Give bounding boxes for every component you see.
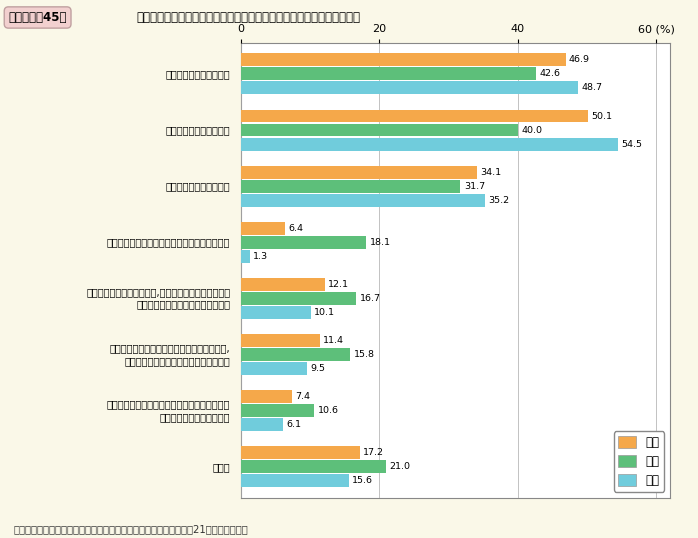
Bar: [241, 124, 518, 137]
Bar: [241, 180, 460, 193]
Bar: [241, 461, 386, 473]
Bar: [241, 404, 314, 417]
Text: 15.8: 15.8: [354, 350, 375, 359]
Bar: [241, 362, 306, 375]
Text: 自分が希望する時間の取り方のために必要なこと（性別）（複数回答）: 自分が希望する時間の取り方のために必要なこと（性別）（複数回答）: [136, 11, 360, 24]
Text: 40.0: 40.0: [521, 125, 542, 134]
Text: 50.1: 50.1: [591, 111, 612, 121]
Text: 16.7: 16.7: [360, 294, 381, 303]
Bar: [241, 138, 618, 151]
Text: 配偶者が家事・育児・介護に参加してくれれば: 配偶者が家事・育児・介護に参加してくれれば: [107, 237, 230, 247]
Text: 48.7: 48.7: [581, 83, 602, 93]
Bar: [241, 81, 578, 94]
Text: 6.4: 6.4: [288, 224, 304, 233]
Bar: [241, 236, 366, 249]
Text: 42.6: 42.6: [540, 69, 560, 79]
Text: 第１－特－45図: 第１－特－45図: [8, 11, 67, 24]
Text: 仕事の量が少なくなれば: 仕事の量が少なくなれば: [165, 125, 230, 135]
Text: 7.4: 7.4: [295, 392, 311, 401]
Bar: [241, 447, 360, 459]
Bar: [241, 334, 320, 347]
Text: 17.2: 17.2: [364, 448, 385, 457]
Bar: [241, 53, 565, 66]
Bar: [241, 348, 350, 361]
Text: 31.7: 31.7: [463, 182, 485, 190]
Bar: [241, 194, 484, 207]
Bar: [241, 67, 536, 80]
Text: 21.0: 21.0: [389, 462, 410, 471]
Text: 職場の雰囲気が変われば: 職場の雰囲気が変われば: [165, 181, 230, 191]
Text: 保育所など仕事と家事・育児・介護を両立する
ための施設が整備されれば: 保育所など仕事と家事・育児・介護を両立する ための施設が整備されれば: [107, 399, 230, 422]
Text: （備考）内閣府「男女のライフスタイルに関する意識調査」（平成21年）より作成。: （備考）内閣府「男女のライフスタイルに関する意識調査」（平成21年）より作成。: [14, 523, 248, 534]
Text: 46.9: 46.9: [569, 55, 590, 65]
Text: 54.5: 54.5: [622, 139, 643, 148]
Text: 12.1: 12.1: [328, 280, 349, 289]
Bar: [241, 222, 285, 235]
Text: 育児休業や短時間勤務など,仕事と家事・育児・介護を
両立するための制度が整備されれば: 育児休業や短時間勤務など,仕事と家事・育児・介護を 両立するための制度が整備され…: [86, 287, 230, 309]
Text: 35.2: 35.2: [488, 196, 509, 204]
Bar: [241, 475, 349, 487]
Text: 18.1: 18.1: [370, 238, 391, 247]
Text: 1.3: 1.3: [253, 252, 269, 261]
Text: 10.6: 10.6: [318, 406, 339, 415]
Text: 15.6: 15.6: [352, 476, 373, 485]
Bar: [241, 390, 292, 403]
Text: 11.4: 11.4: [323, 336, 344, 345]
Text: 34.1: 34.1: [480, 168, 501, 176]
Bar: [241, 418, 283, 431]
Bar: [241, 306, 311, 319]
Bar: [241, 110, 588, 123]
Text: 9.5: 9.5: [310, 364, 325, 373]
Text: その他: その他: [213, 462, 230, 472]
Text: 10.1: 10.1: [314, 308, 335, 317]
Legend: 総数, 女性, 男性: 総数, 女性, 男性: [614, 431, 664, 492]
Bar: [241, 250, 250, 263]
Text: 育児休業や短時間勤務といった制度の利用が,
キャリアにおけるハンデとならなければ: 育児休業や短時間勤務といった制度の利用が, キャリアにおけるハンデとならなければ: [110, 343, 230, 366]
Bar: [241, 278, 325, 291]
Bar: [241, 292, 357, 305]
Text: 6.1: 6.1: [286, 420, 302, 429]
Bar: [241, 166, 477, 179]
Text: 仕事のやり方が変われば: 仕事のやり方が変われば: [165, 69, 230, 79]
